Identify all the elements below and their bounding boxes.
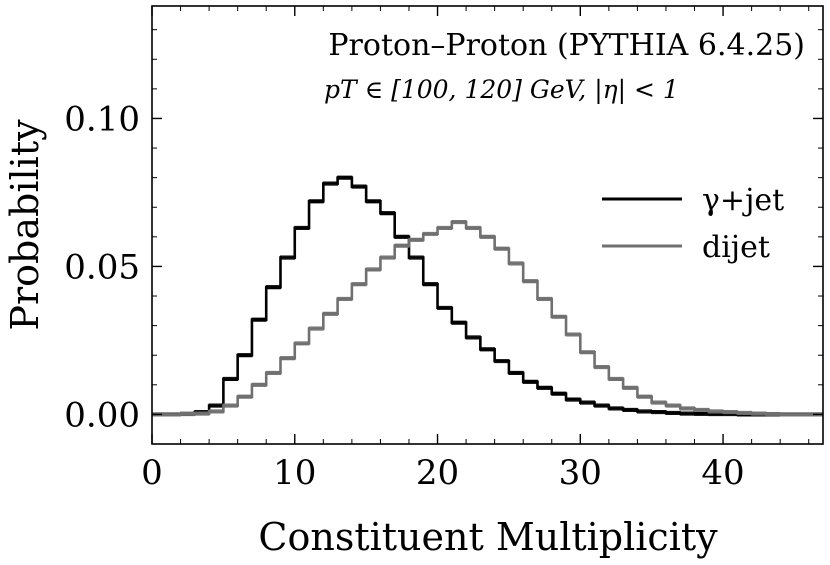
x-tick-label: 40: [701, 453, 744, 493]
legend-label-gamma-jet: γ+jet: [702, 183, 784, 218]
y-tick-label: 0.00: [64, 395, 140, 435]
x-axis-label: Constituent Multiplicity: [258, 515, 718, 559]
chart-title: Proton–Proton (PYTHIA 6.4.25): [328, 28, 805, 63]
legend: γ+jet dijet: [602, 183, 784, 265]
series-band-1-0: [152, 219, 823, 414]
series-line-gamma-jet: [152, 176, 823, 416]
legend-label-dijet: dijet: [702, 230, 770, 265]
chart-subtitle: pT ∈ [100, 120] GeV, |η| < 1: [324, 75, 679, 105]
tick-layer: 0 10 20 30 40 0.00 0.05 0.10: [64, 6, 823, 493]
series-band-0-1: [152, 178, 823, 417]
series-layer: [152, 175, 823, 417]
x-tick-label: 20: [416, 453, 459, 493]
y-tick-label: 0.10: [64, 99, 140, 139]
y-axis-label: Probability: [3, 119, 47, 331]
plot-frame: [151, 5, 824, 445]
series-line-dijet: [152, 220, 823, 416]
series-band-0-0: [152, 175, 823, 414]
y-tick-label: 0.05: [64, 247, 140, 287]
series-band-1-1: [152, 223, 823, 417]
x-tick-label: 10: [273, 453, 316, 493]
x-tick-label: 30: [559, 453, 602, 493]
x-tick-label: 0: [141, 453, 163, 493]
